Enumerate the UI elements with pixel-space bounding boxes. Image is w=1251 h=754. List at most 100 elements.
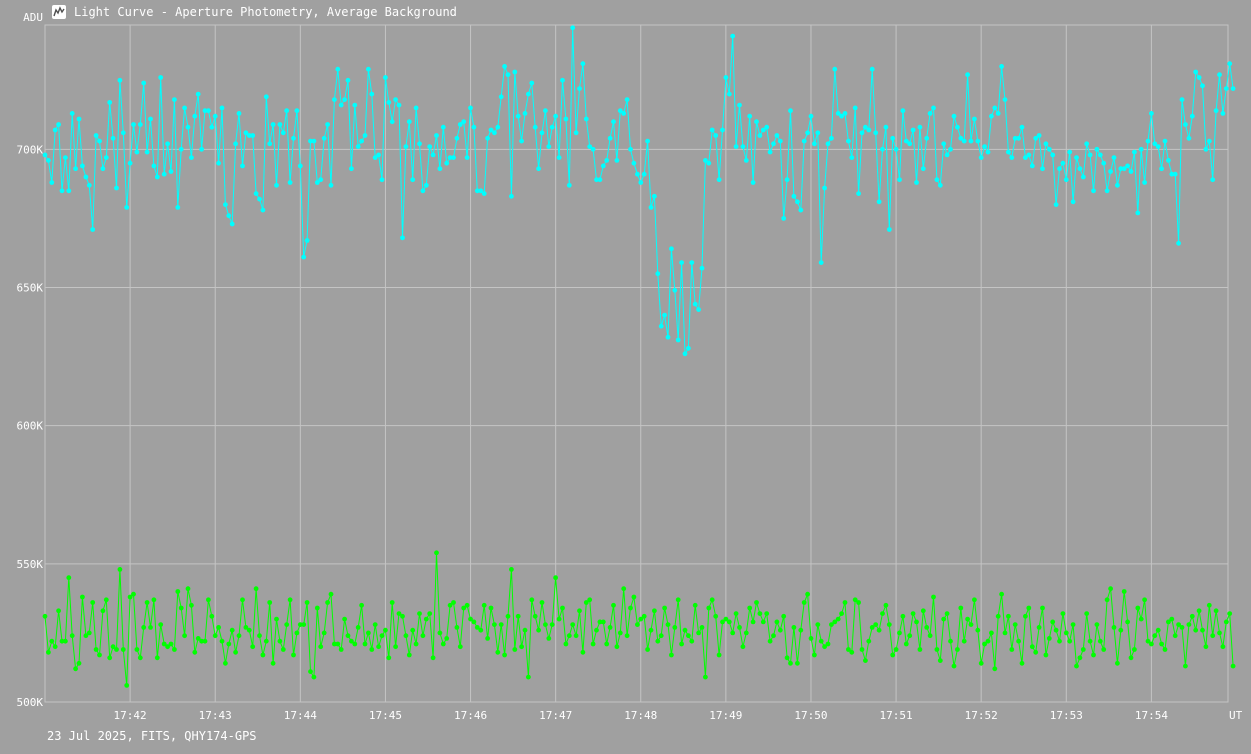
target-data-point [839,113,844,119]
target-data-point [801,138,807,144]
target-data-point [740,144,746,150]
target-data-point [566,182,572,188]
comparison-data-point [934,647,940,652]
target-data-point [229,221,235,227]
target-data-point [1080,174,1086,180]
comparison-data-point [948,638,953,644]
target-data-point [696,307,701,312]
target-data-point [233,141,239,147]
comparison-data-point [161,641,167,647]
target-data-point [1101,160,1107,166]
light-curve-app-icon[interactable] [52,5,66,19]
comparison-data-point [815,622,821,627]
comparison-data-point [212,633,218,639]
comparison-data-point [515,613,521,619]
comparison-data-point [206,597,211,603]
comparison-data-point [492,622,497,627]
comparison-data-point [372,622,378,627]
comparison-data-point [839,611,844,616]
target-data-point [1040,166,1045,172]
comparison-data-point [1152,633,1158,639]
comparison-data-point [893,647,899,652]
target-data-point [124,205,130,210]
comparison-data-point [989,630,994,636]
target-data-point [498,94,504,100]
target-data-point [648,205,654,210]
target-data-point [277,122,283,127]
comparison-data-point [866,638,872,644]
comparison-data-point [1046,636,1052,641]
comparison-data-point [1162,647,1168,652]
target-data-point [1118,166,1124,172]
target-data-point [645,138,650,144]
comparison-data-point [788,660,793,666]
target-data-point [379,177,385,183]
target-data-point [730,33,736,39]
comparison-data-point [209,613,215,619]
target-data-point [243,130,249,136]
target-data-point [369,91,375,97]
comparison-data-point [366,630,371,636]
target-data-point [1210,177,1216,183]
target-data-point [185,124,191,130]
comparison-data-point [311,674,317,680]
target-data-point [386,100,392,105]
target-data-point [175,205,181,210]
comparison-data-point [46,649,51,655]
comparison-data-point [168,641,174,647]
target-data-point [1115,182,1120,188]
comparison-data-point [662,605,667,611]
target-data-point [1227,61,1233,67]
target-data-point [257,196,262,202]
target-data-point [226,213,232,219]
target-data-point [1220,111,1226,116]
target-data-point [495,124,501,130]
comparison-data-point [706,605,712,611]
comparison-data-point [549,622,555,627]
comparison-data-point [1016,638,1021,644]
target-data-point [345,77,351,83]
target-data-point [580,61,586,67]
comparison-data-point [1067,638,1073,644]
comparison-data-point [410,627,416,633]
target-data-point [611,119,616,125]
comparison-data-point [764,611,770,616]
x-tick-label: 17:44 [284,709,317,722]
comparison-data-point [246,627,252,633]
target-data-point [992,105,998,111]
comparison-data-point [396,611,402,616]
comparison-data-point [325,600,330,605]
comparison-data-point [1053,627,1059,633]
comparison-data-point [114,647,119,652]
comparison-data-point [457,644,463,650]
target-data-point [280,130,286,136]
target-data-point [1002,97,1008,102]
target-data-point [556,155,562,161]
target-data-point [655,271,661,277]
target-data-point [1036,133,1042,138]
comparison-data-point [920,608,926,614]
target-data-point [199,146,205,152]
target-data-point [777,138,783,144]
comparison-data-point [137,655,143,661]
comparison-data-point [1230,663,1236,669]
comparison-data-point [1217,630,1222,636]
target-data-point [1023,155,1028,161]
comparison-data-point [461,605,467,611]
target-data-point [1033,135,1039,141]
target-data-point [927,111,933,116]
target-data-point [56,122,61,127]
comparison-data-point [301,622,307,627]
comparison-data-point [120,647,126,652]
target-data-point [747,113,753,119]
comparison-data-point [846,647,851,652]
comparison-data-point [434,550,439,556]
comparison-data-point [829,622,834,627]
target-data-point [219,105,225,111]
comparison-data-point [229,627,235,633]
comparison-data-point [1036,625,1042,630]
comparison-data-point [505,613,511,619]
comparison-data-point [97,652,102,658]
comparison-data-point [444,636,450,641]
target-data-point [1169,171,1175,177]
